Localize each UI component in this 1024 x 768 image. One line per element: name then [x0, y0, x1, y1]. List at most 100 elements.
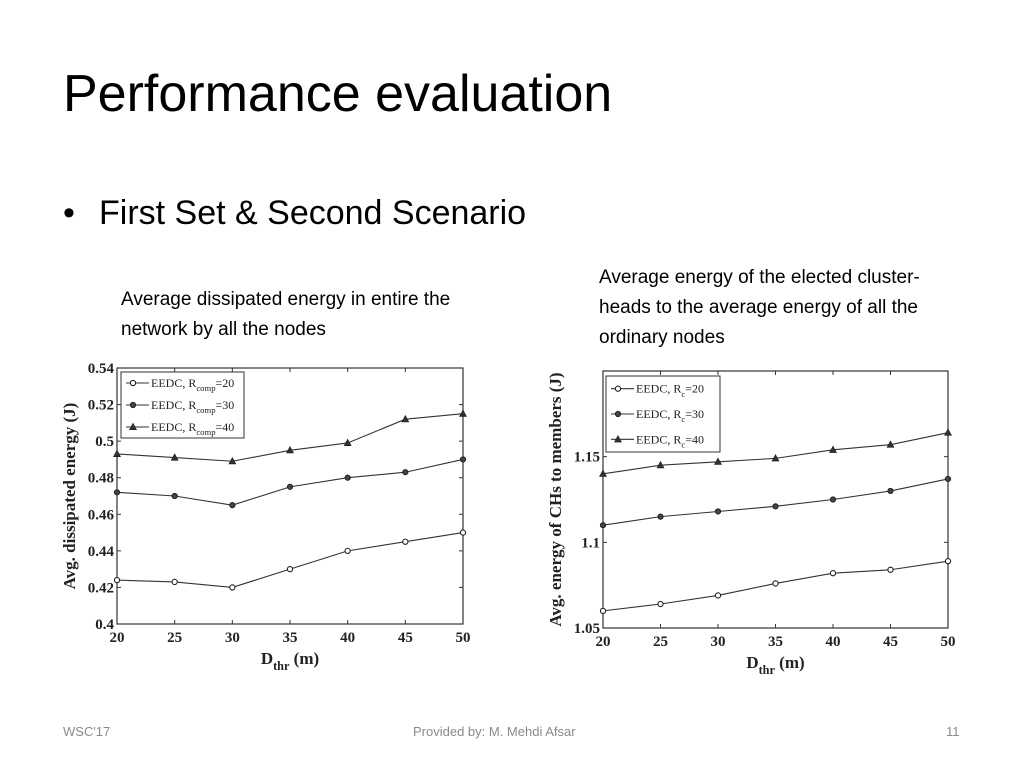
legend-marker	[129, 422, 137, 431]
data-point	[829, 570, 837, 577]
data-point	[343, 438, 352, 446]
x-tick-label: 20	[596, 634, 611, 650]
legend-marker	[614, 434, 622, 443]
data-point	[344, 474, 351, 481]
x-axis-label: Dthr (m)	[261, 649, 319, 673]
data-point	[599, 607, 607, 615]
data-point	[344, 547, 351, 555]
series-3	[599, 428, 952, 477]
x-tick-label: 40	[340, 630, 355, 646]
data-point	[829, 496, 837, 503]
series-2	[113, 456, 467, 509]
legend: EEDC, Rcomp=20 EEDC, Rcomp=30 EEDC, Rcomp=…	[120, 371, 245, 439]
data-point	[229, 502, 236, 509]
footer-page-number: 11	[946, 724, 960, 739]
series-3	[113, 409, 467, 465]
data-point	[772, 503, 779, 510]
x-tick-label: 45	[883, 634, 898, 650]
y-tick-label: 0.44	[88, 544, 115, 560]
data-point	[714, 508, 722, 515]
legend-marker	[614, 385, 622, 392]
data-point	[714, 457, 722, 465]
series-line	[602, 478, 949, 526]
legend-label: EEDC, Rc=40	[636, 432, 704, 449]
data-point	[228, 456, 237, 465]
legend-label: EEDC, Rc=30	[636, 407, 704, 424]
data-point	[944, 475, 952, 483]
y-tick-label: 0.4	[95, 617, 114, 633]
y-tick-label: 1.15	[574, 450, 600, 466]
y-axis-label: Avg. dissipated energy (J)	[60, 403, 79, 590]
data-point	[286, 483, 294, 490]
caption-left: Average dissipated energy in entire the …	[121, 289, 451, 340]
data-point	[459, 529, 467, 536]
data-point	[829, 445, 837, 453]
footer-event: WSC'17	[63, 724, 111, 739]
data-point	[771, 454, 780, 462]
x-tick-label: 25	[167, 630, 182, 646]
data-point	[657, 513, 664, 520]
data-point	[113, 449, 121, 457]
bullet-item: • First Set & Second Scenario	[63, 192, 526, 234]
data-point	[402, 469, 409, 476]
x-tick-label: 30	[711, 634, 726, 650]
bullet-dot-icon: •	[63, 194, 75, 232]
x-tick-label: 35	[283, 630, 298, 646]
legend-label: EEDC, Rcomp=40	[151, 420, 234, 437]
data-point	[229, 584, 236, 591]
x-tick-label: 50	[941, 634, 956, 650]
y-tick-label: 0.54	[88, 361, 115, 377]
x-tick-label: 25	[653, 634, 668, 650]
data-point	[656, 460, 665, 469]
data-point	[286, 445, 294, 454]
y-tick-label: 1.05	[574, 621, 600, 637]
y-axis-label: Avg. energy of CHs to members (J)	[546, 372, 565, 626]
data-point	[286, 565, 294, 573]
data-point	[459, 409, 467, 417]
series-line	[116, 532, 464, 588]
data-point	[886, 440, 895, 448]
x-tick-label: 45	[398, 630, 413, 646]
y-tick-label: 0.52	[88, 398, 114, 414]
x-axis-label: Dthr (m)	[746, 653, 804, 677]
data-point	[714, 592, 722, 599]
data-point	[772, 580, 779, 587]
footer-credit: Provided by: M. Mehdi Afsar	[413, 724, 576, 739]
chart-1: 20 25 30 35 40 45 50 0.4 0.42 0.44 0.46 0.48 0.5 0.52…	[60, 361, 471, 673]
x-tick-label: 50	[456, 630, 471, 646]
series-line	[116, 458, 464, 506]
series-1	[113, 529, 467, 591]
chart-2: 20 25 30 35 40 45 50 1.05 1.1 1.15 Dthr (m) Avg. en…	[546, 370, 956, 677]
x-tick-label: 20	[110, 630, 125, 646]
legend-label: EEDC, Rcomp=20	[151, 376, 234, 393]
bullet-text: First Set & Second Scenario	[99, 194, 527, 232]
y-tick-label: 0.5	[95, 434, 114, 450]
data-point	[887, 566, 894, 573]
caption-right: Average energy of the elected cluster-he…	[599, 267, 920, 348]
legend-label: EEDC, Rc=20	[636, 382, 704, 399]
legend-marker	[129, 401, 137, 409]
y-tick-label: 0.48	[88, 471, 114, 487]
legend-marker	[129, 379, 137, 387]
legend-marker	[614, 410, 622, 418]
data-point	[113, 576, 121, 584]
data-point	[459, 456, 467, 463]
data-point	[170, 453, 179, 461]
legend: EEDC, Rc=20 EEDC, Rc=30 EEDC, Rc=40	[605, 375, 721, 453]
series-1	[599, 558, 952, 615]
y-tick-label: 1.1	[581, 535, 600, 551]
data-point	[599, 469, 607, 477]
y-tick-label: 0.42	[88, 580, 114, 596]
data-point	[171, 578, 178, 586]
data-point	[113, 489, 121, 496]
legend-label: EEDC, Rcomp=30	[151, 398, 234, 415]
slide-title: Performance evaluation	[63, 65, 613, 123]
data-point	[402, 538, 409, 545]
data-point	[401, 414, 410, 423]
data-point	[944, 428, 952, 436]
data-point	[944, 558, 952, 565]
data-point	[887, 487, 894, 495]
data-point	[171, 492, 178, 500]
data-point	[599, 522, 607, 529]
